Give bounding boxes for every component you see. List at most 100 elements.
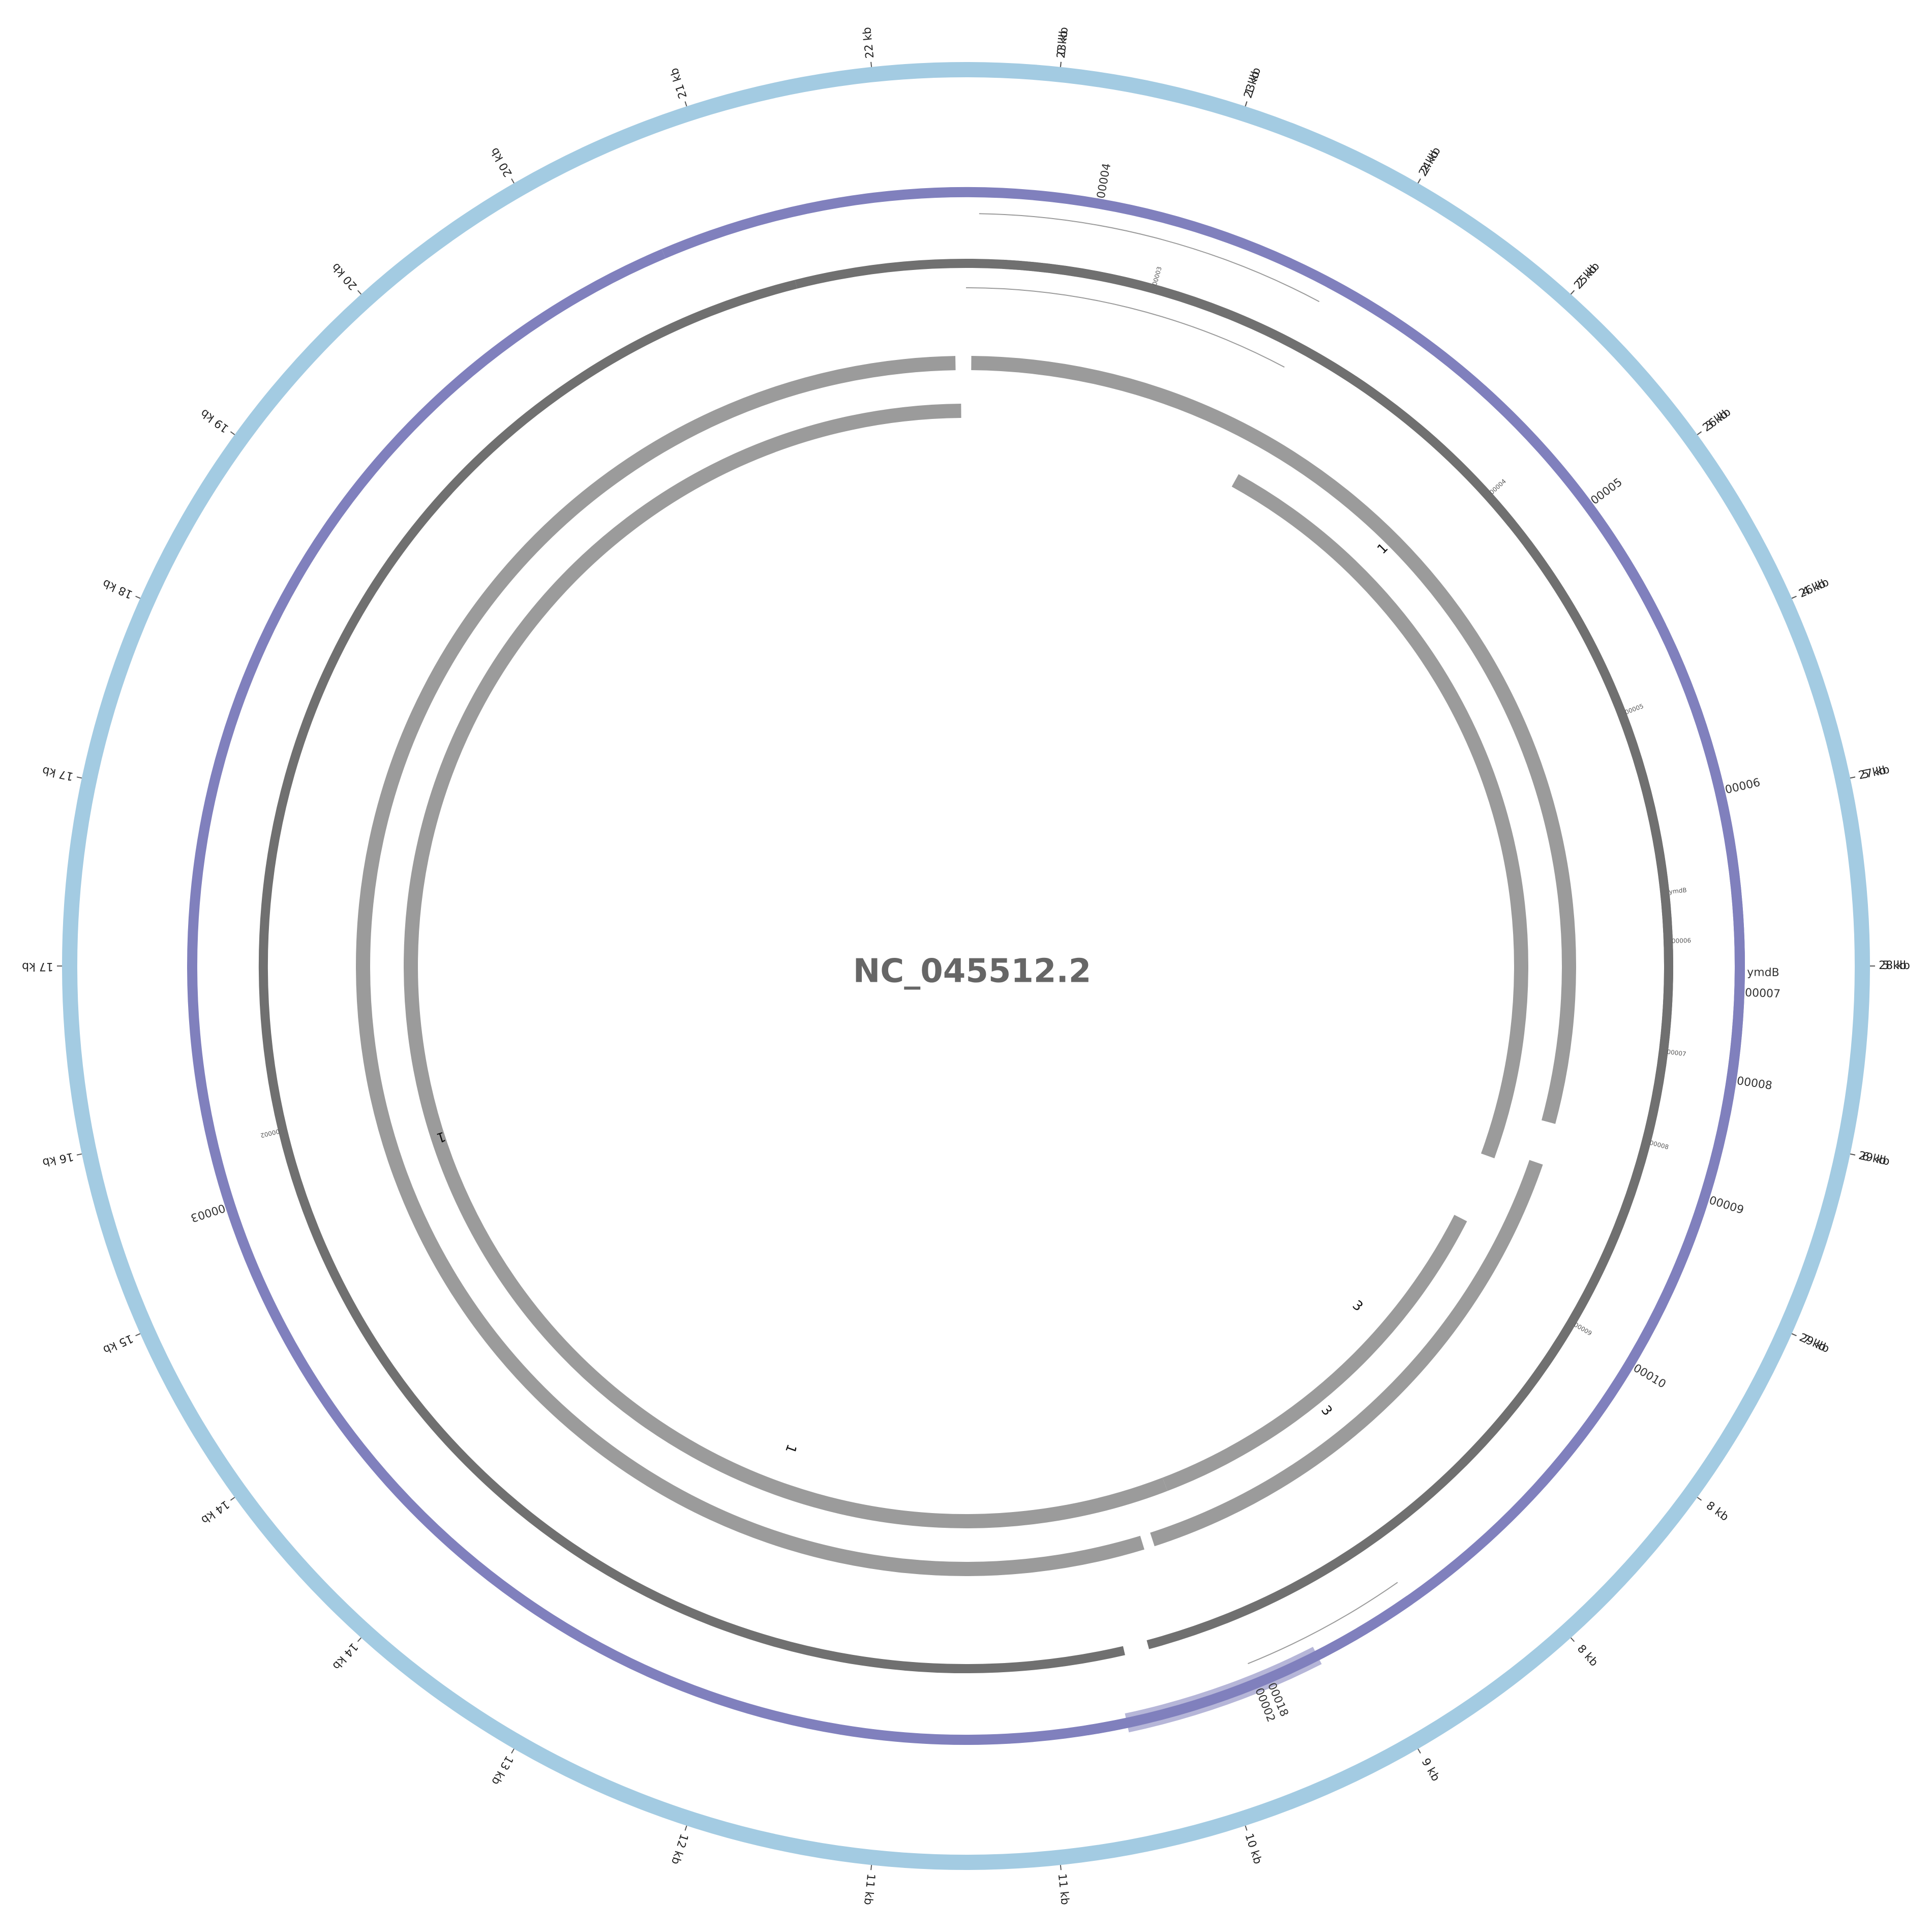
gene-label: 00010 <box>1631 1362 1668 1391</box>
gene-label: 00007 <box>1745 987 1781 1001</box>
gene-feature <box>1720 1046 1741 1115</box>
ruler-tick <box>1245 101 1248 107</box>
ruler-tick <box>1570 290 1575 295</box>
ruler-tick-label: 0 kb <box>1055 30 1070 55</box>
track2-feature <box>1523 540 1671 905</box>
track2-feature-label: 00002 <box>260 1128 280 1139</box>
track2-feature-label: 00005 <box>1624 703 1645 716</box>
gene-label: ymdB <box>1747 966 1779 979</box>
ruler-tick-label: 21 kb <box>668 66 690 100</box>
gene-feature <box>187 249 1141 1745</box>
ruler-tick-label: 29 kb <box>1797 1331 1831 1355</box>
gene-feature <box>1490 396 1666 629</box>
ruler-tick-label: 18 kb <box>101 577 135 601</box>
ruler-tick-label: 24 kb <box>1416 145 1443 178</box>
gene-feature <box>1537 1229 1698 1488</box>
ruler-tick <box>357 290 362 295</box>
ruler-tick <box>135 595 141 599</box>
ruler-tick-label: 14 kb <box>199 1497 232 1526</box>
ruler-tick-label: 23 kb <box>1055 26 1071 59</box>
ruler-tick-label: 13 kb <box>489 1754 516 1787</box>
track2-feature <box>1459 466 1516 527</box>
track3-arc <box>1150 1160 1543 1547</box>
ruler-tick-label: 29 kb <box>1857 1150 1891 1168</box>
gene-label: 00009 <box>1707 1194 1745 1217</box>
track2-feature <box>258 280 1125 1674</box>
connector-arc <box>979 213 1320 303</box>
track3-arc <box>1162 1215 1467 1491</box>
track2-feature <box>1637 1123 1655 1161</box>
ruler-tick <box>684 1825 687 1831</box>
ruler-tick-label: 12 kb <box>669 1832 690 1866</box>
ruler-tick-label: 22 kb <box>861 26 877 59</box>
gene-feature <box>1668 649 1745 940</box>
ruler-tick-label: 15 kb <box>101 1332 135 1356</box>
feature-track-3 <box>356 356 1576 1576</box>
gene-feature <box>1315 278 1745 1661</box>
gene-label: 00003 <box>189 1201 227 1224</box>
ruler-tick-label: 11 kb <box>1055 1873 1071 1906</box>
ruler-tick-label: 8 kb <box>1704 1499 1731 1524</box>
ruler-tick-label: 25 kb <box>1572 260 1603 292</box>
ruler-tick-label: 10 kb <box>1242 1832 1264 1865</box>
track3-arc <box>404 404 1168 1528</box>
ruler-tick-label: 8 kb <box>1575 1643 1600 1669</box>
connector-arc <box>1248 1582 1398 1665</box>
ruler-tick-label: 26 kb <box>1797 576 1831 600</box>
ruler-tick-label: 23 kb <box>1242 66 1263 100</box>
track2-feature-label: 00007 <box>1667 1048 1687 1058</box>
gene-label: 00004 <box>1095 162 1113 199</box>
ruler-tick <box>1850 776 1856 779</box>
gene-feature <box>1730 939 1745 1048</box>
ruler-tick-label: 27 kb <box>1857 763 1891 782</box>
ruler-tick-label: 26 kb <box>1701 406 1734 434</box>
ruler-ring <box>62 62 1870 1870</box>
gene-feature <box>1688 1165 1718 1232</box>
ruler-tick <box>76 1153 82 1156</box>
ruler-tick-label: 11 kb <box>861 1873 877 1906</box>
ruler-tick <box>1791 595 1797 599</box>
ruler-ring-circle <box>62 62 1870 1870</box>
ruler-tick-label: 14 kb <box>330 1640 360 1672</box>
feature-track-2: ymdB 00002 00003 00004 00005 00006 00007 00008 0… <box>258 259 1691 1674</box>
genome-title: NC_045512.2 <box>853 953 1092 990</box>
ruler-tick-label: 17 kb <box>22 960 53 973</box>
ruler-tick <box>1245 1825 1248 1831</box>
ruler-tick <box>511 1748 515 1754</box>
track3-arc <box>971 356 1576 1124</box>
ruler-tick <box>230 1497 235 1501</box>
ruler-tick <box>511 178 515 184</box>
gene-feature <box>1086 1595 1413 1736</box>
connector-arc <box>965 287 1285 368</box>
track2-feature-label: 00003 <box>1151 266 1163 287</box>
connector-arcs <box>965 213 1398 1665</box>
ruler-tick-label: 16 kb <box>41 1150 75 1168</box>
track2-feature-label: ymdB <box>1669 887 1687 896</box>
ruler-tick-label: 19 kb <box>198 406 231 435</box>
gene-label: 00008 <box>1736 1075 1773 1093</box>
track2-feature-label: 00008 <box>1649 1139 1669 1151</box>
ruler-tick <box>1791 1333 1797 1337</box>
track3-arc <box>356 356 1144 1576</box>
ruler-tick <box>1850 1153 1856 1156</box>
ruler-tick-label: 28 kb <box>1879 959 1910 972</box>
ruler-tick <box>1417 1748 1421 1754</box>
hit-count-label: 1 <box>782 1442 799 1455</box>
gene-track: ymdB000180000200003000040000500006000070… <box>187 162 1781 1745</box>
ruler-tick <box>1697 431 1702 435</box>
ruler-tick <box>1697 1497 1702 1501</box>
track2-feature <box>1661 904 1673 979</box>
ruler-tick <box>230 431 235 435</box>
hit-count-label: 3 <box>1318 1403 1335 1419</box>
ruler-tick-label: 20 kb <box>488 145 515 179</box>
track2-feature-label: 00009 <box>1573 1321 1593 1337</box>
ruler-tick <box>135 1333 141 1337</box>
gene-label: 00006 <box>1724 776 1762 797</box>
ruler-tick <box>684 101 687 107</box>
track2-feature <box>1459 1158 1646 1466</box>
track2-feature-label: 00004 <box>1488 478 1507 496</box>
ruler-tick-label: 20 kb <box>329 260 360 292</box>
hit-count-label: 3 <box>1349 1297 1366 1314</box>
